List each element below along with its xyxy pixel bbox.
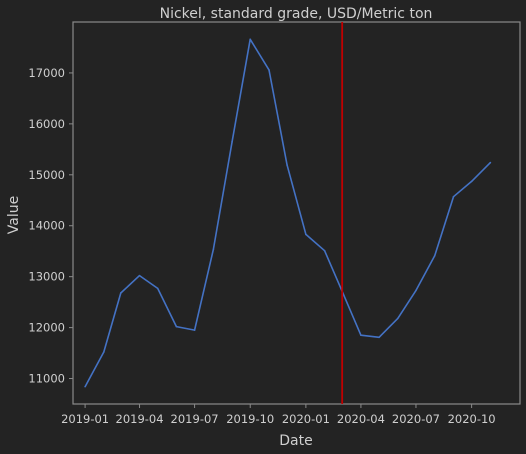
data-point (323, 249, 326, 252)
data-point (452, 195, 455, 198)
y-axis-ticks: 11000 12000 13000 14000 15000 16000 17000 (28, 66, 73, 386)
data-point (305, 233, 307, 236)
data-point (397, 317, 399, 320)
x-axis-ticks: 2019-01 2019-04 2019-07 2019-10 2020-01 2020-… (61, 404, 496, 426)
x-tick-label: 2020-10 (448, 412, 496, 426)
x-tick-label: 2020-07 (392, 412, 440, 426)
data-point (360, 334, 362, 337)
data-point (378, 336, 380, 339)
data-point (231, 140, 233, 143)
x-tick-label: 2019-07 (171, 412, 219, 426)
y-tick-label: 17000 (28, 66, 65, 80)
y-tick-label: 12000 (28, 321, 65, 335)
data-point (286, 164, 288, 166)
data-point (433, 254, 436, 257)
data-point (268, 69, 270, 71)
data-point (470, 180, 473, 183)
plot-frame (72, 21, 521, 405)
plot-border (72, 21, 521, 405)
data-point (84, 385, 86, 388)
y-tick-label: 15000 (28, 168, 65, 182)
x-tick-label: 2020-01 (282, 412, 330, 426)
y-tick-label: 16000 (28, 117, 65, 131)
data-point (103, 351, 105, 353)
x-tick-label: 2019-04 (116, 412, 164, 426)
data-point (415, 289, 417, 292)
data-point (138, 274, 141, 277)
data-point (175, 325, 178, 328)
data-point (249, 38, 252, 41)
chart-title: Nickel, standard grade, USD/Metric ton (160, 6, 433, 22)
data-point (489, 161, 492, 164)
x-tick-label: 2020-04 (337, 412, 385, 426)
data-point (212, 248, 215, 251)
x-axis-label: Date (279, 433, 312, 449)
x-tick-label: 2019-10 (226, 412, 274, 426)
y-tick-label: 11000 (28, 372, 65, 386)
y-axis-label: Value (6, 196, 22, 234)
y-tick-label: 13000 (28, 270, 65, 284)
data-point (193, 329, 196, 331)
data-point (156, 287, 159, 290)
x-tick-label: 2019-01 (61, 412, 109, 426)
series-area (84, 38, 492, 388)
data-point (119, 292, 122, 294)
y-tick-label: 14000 (28, 219, 65, 233)
